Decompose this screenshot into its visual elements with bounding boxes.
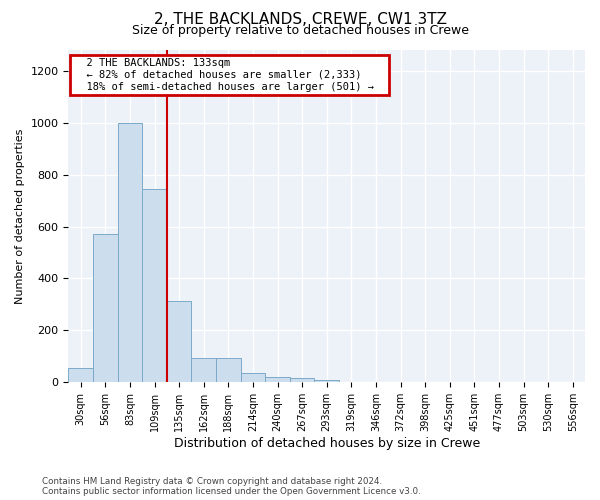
Bar <box>216 358 241 382</box>
Text: Contains HM Land Registry data © Crown copyright and database right 2024.
Contai: Contains HM Land Registry data © Crown c… <box>42 476 421 496</box>
Y-axis label: Number of detached properties: Number of detached properties <box>15 128 25 304</box>
Bar <box>290 378 314 382</box>
Text: 2 THE BACKLANDS: 133sqm
  ← 82% of detached houses are smaller (2,333)
  18% of : 2 THE BACKLANDS: 133sqm ← 82% of detache… <box>74 58 386 92</box>
Bar <box>241 374 265 382</box>
Bar <box>68 368 93 382</box>
Text: Size of property relative to detached houses in Crewe: Size of property relative to detached ho… <box>131 24 469 37</box>
Bar <box>191 358 216 382</box>
Bar <box>314 380 339 382</box>
Bar <box>265 377 290 382</box>
Bar <box>142 189 167 382</box>
X-axis label: Distribution of detached houses by size in Crewe: Distribution of detached houses by size … <box>173 437 480 450</box>
Bar <box>93 234 118 382</box>
Bar <box>118 122 142 382</box>
Bar <box>167 300 191 382</box>
Text: 2, THE BACKLANDS, CREWE, CW1 3TZ: 2, THE BACKLANDS, CREWE, CW1 3TZ <box>154 12 446 28</box>
